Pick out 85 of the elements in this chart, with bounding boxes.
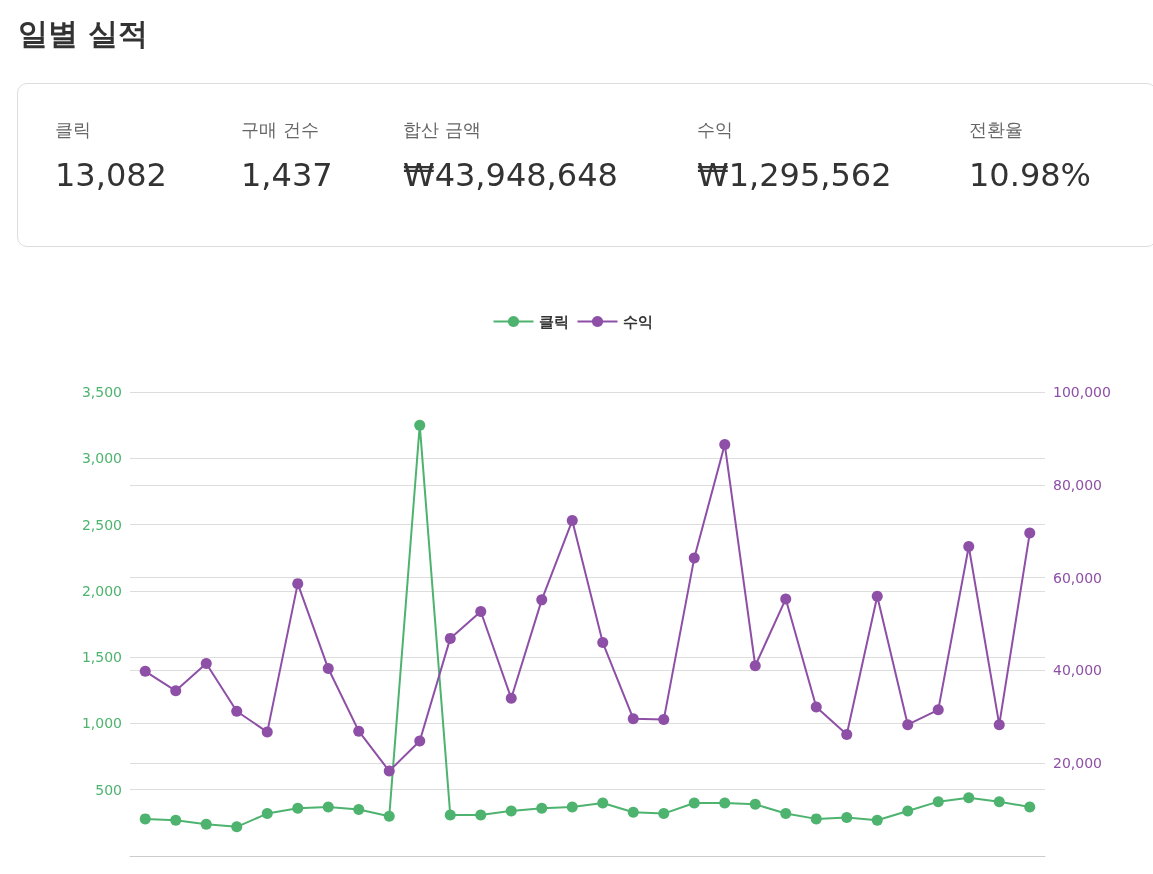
point	[597, 797, 609, 809]
point	[170, 685, 182, 697]
point	[536, 594, 548, 606]
point	[292, 802, 304, 814]
point	[383, 765, 395, 777]
point	[780, 593, 792, 605]
point	[505, 805, 517, 817]
y2-tick-label: 20,000	[1053, 755, 1102, 772]
category-label: 수익	[697, 118, 734, 142]
point	[841, 728, 853, 740]
point	[414, 735, 426, 747]
category-label: 합산 금액	[403, 118, 482, 142]
point	[993, 796, 1005, 808]
category-label: 클릭	[55, 118, 92, 142]
y2-tick-label: 100,000	[1053, 384, 1111, 400]
legend-label: 수익	[622, 312, 653, 331]
point	[902, 719, 914, 731]
point	[200, 818, 212, 830]
point	[261, 726, 273, 738]
y2-tick-label: 80,000	[1053, 476, 1102, 493]
point	[658, 808, 670, 820]
point	[993, 719, 1005, 731]
point	[841, 812, 853, 824]
point	[932, 704, 944, 716]
point	[1024, 527, 1036, 539]
point	[536, 802, 548, 814]
point	[139, 813, 151, 825]
y2-tick-label: 60,000	[1053, 569, 1102, 586]
point	[322, 801, 334, 813]
point	[170, 814, 182, 826]
point	[810, 813, 822, 825]
point	[292, 578, 304, 590]
point	[749, 660, 761, 672]
category-label: 구매 건수	[241, 118, 320, 142]
point	[383, 810, 395, 822]
point	[810, 701, 822, 713]
point	[963, 541, 975, 553]
point	[963, 792, 975, 804]
text: 10.98%	[969, 156, 1092, 194]
y-tick-label: 2,500	[81, 516, 122, 533]
point	[627, 806, 639, 818]
point	[902, 805, 914, 817]
point	[658, 714, 670, 726]
point	[566, 801, 578, 813]
point	[871, 814, 883, 826]
point	[505, 692, 517, 704]
point	[719, 797, 731, 809]
point	[688, 797, 700, 809]
point	[139, 665, 151, 677]
y-tick-label: 2,000	[81, 582, 122, 599]
y-tick-label: 3,500	[81, 384, 122, 400]
point	[719, 438, 731, 450]
y-tick-label: 500	[95, 781, 122, 798]
point	[200, 657, 212, 669]
text: ₩1,295,562	[697, 156, 892, 194]
y2-tick-label: 40,000	[1053, 662, 1102, 679]
point	[414, 419, 426, 431]
y-tick-label: 3,000	[81, 450, 122, 467]
legend-label: 클릭	[538, 312, 569, 331]
point	[1024, 801, 1036, 813]
point	[475, 605, 487, 617]
point	[322, 663, 334, 675]
point	[627, 713, 639, 725]
point	[444, 809, 456, 821]
point	[566, 515, 578, 527]
y-tick-label: 1,000	[81, 715, 122, 732]
text: 1,437	[241, 156, 333, 194]
point	[231, 821, 243, 833]
point	[932, 796, 944, 808]
point	[688, 552, 700, 564]
text: ₩43,948,648	[403, 156, 618, 194]
point	[231, 705, 243, 717]
point	[353, 804, 365, 816]
point	[475, 809, 487, 821]
point	[353, 725, 365, 737]
category-label: 전환율	[969, 118, 1024, 142]
point	[780, 808, 792, 820]
point	[444, 632, 456, 644]
text: 13,082	[55, 156, 167, 194]
point	[597, 637, 609, 649]
point	[749, 798, 761, 810]
text: 일별 실적	[18, 15, 150, 53]
point	[261, 808, 273, 820]
y-tick-label: 1,500	[81, 649, 122, 666]
point	[871, 590, 883, 602]
